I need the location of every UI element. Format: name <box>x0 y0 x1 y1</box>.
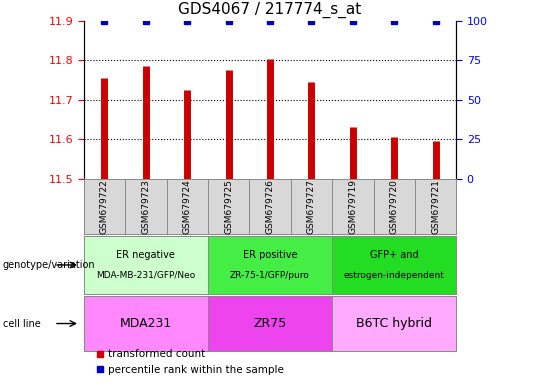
Text: genotype/variation: genotype/variation <box>3 260 96 270</box>
Text: GSM679724: GSM679724 <box>183 179 192 234</box>
Text: GFP+ and: GFP+ and <box>370 250 418 260</box>
Text: ZR-75-1/GFP/puro: ZR-75-1/GFP/puro <box>230 271 310 280</box>
Text: B6TC hybrid: B6TC hybrid <box>356 317 432 330</box>
Text: GSM679722: GSM679722 <box>100 179 109 234</box>
Text: ER negative: ER negative <box>116 250 176 260</box>
Text: GSM679723: GSM679723 <box>141 179 150 234</box>
Text: GSM679725: GSM679725 <box>224 179 233 234</box>
Text: estrogen-independent: estrogen-independent <box>344 271 444 280</box>
Text: GSM679727: GSM679727 <box>307 179 316 234</box>
Text: GSM679721: GSM679721 <box>431 179 440 234</box>
Text: ZR75: ZR75 <box>253 317 287 330</box>
Text: GSM679720: GSM679720 <box>390 179 399 234</box>
Text: GSM679726: GSM679726 <box>266 179 274 234</box>
Title: GDS4067 / 217774_s_at: GDS4067 / 217774_s_at <box>178 2 362 18</box>
Text: MDA-MB-231/GFP/Neo: MDA-MB-231/GFP/Neo <box>96 271 195 280</box>
Legend: transformed count, percentile rank within the sample: transformed count, percentile rank withi… <box>92 345 288 379</box>
Text: ER positive: ER positive <box>243 250 297 260</box>
Text: GSM679719: GSM679719 <box>348 179 357 234</box>
Text: MDA231: MDA231 <box>120 317 172 330</box>
Text: cell line: cell line <box>3 318 40 329</box>
